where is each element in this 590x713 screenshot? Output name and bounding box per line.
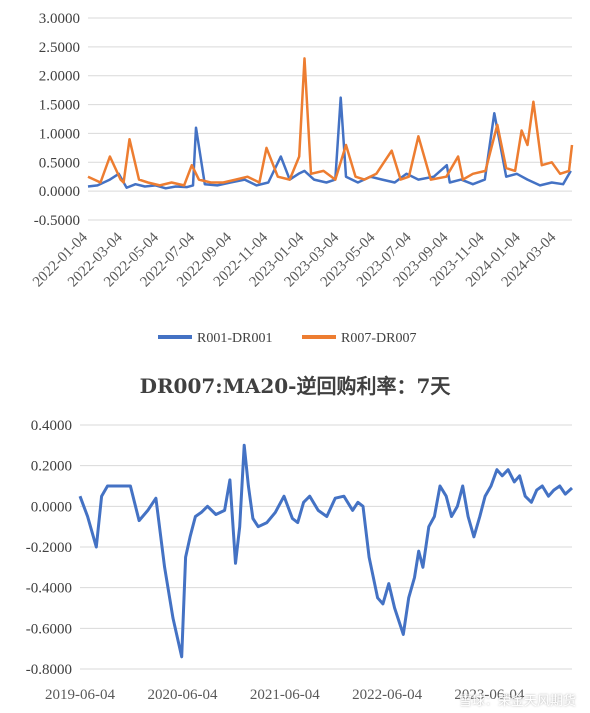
y-tick-label: 0.0000 [39, 184, 80, 200]
x-tick-label: 2020-06-04 [148, 687, 218, 703]
y-tick-label: 2.5000 [39, 40, 80, 56]
c1-y-axis-ticks: 3.0000 2.5000 2.0000 1.5000 1.0000 0.5000 0.00… [34, 11, 80, 229]
series-line-0 [78, 443, 574, 659]
chart-title: DR007:MA20-逆回购利率：7天 [140, 374, 452, 398]
y-tick-label: 0.4000 [31, 418, 72, 434]
y-tick-label: 0.0000 [31, 499, 72, 515]
series-line-1 [87, 57, 574, 187]
y-tick-label: -0.5000 [34, 213, 80, 229]
c1-x-axis-ticks: 2022-01-042022-03-042022-05-042022-07-04… [30, 229, 560, 290]
chart-top-spreads: 3.0000 2.5000 2.0000 1.5000 1.0000 0.5000 0.00… [30, 11, 574, 346]
x-tick-label: 2019-06-04 [45, 687, 115, 703]
y-tick-label: 3.0000 [39, 11, 80, 27]
c2-gridlines [80, 424, 572, 670]
x-tick-label: 2022-06-04 [352, 687, 422, 703]
y-tick-label: 0.5000 [39, 155, 80, 171]
y-tick-label: -0.4000 [26, 581, 72, 597]
y-tick-label: 1.0000 [39, 126, 80, 142]
chart-bottom-ma20: DR007:MA20-逆回购利率：7天 0.4000 0.2000 0.0000 -0… [26, 374, 574, 703]
y-tick-label: 2.0000 [39, 69, 80, 85]
x-tick-label: 2021-06-04 [250, 687, 320, 703]
legend-label-r007: R007-DR007 [341, 331, 416, 346]
x-tick-label: 2023-06-04 [454, 687, 524, 703]
c1-legend: R001-DR001 R007-DR007 [158, 331, 416, 346]
y-tick-label: -0.6000 [26, 621, 72, 637]
c2-x-axis-ticks: 2019-06-04 2020-06-04 2021-06-04 2022-06-04… [45, 687, 525, 703]
y-tick-label: 1.5000 [39, 98, 80, 114]
c1-gridlines [88, 17, 572, 221]
watermark: 雪球：荣金天风期货 [458, 694, 576, 709]
c2-series-lines [78, 443, 574, 659]
y-tick-label: 0.2000 [31, 459, 72, 475]
y-tick-label: -0.2000 [26, 540, 72, 556]
y-tick-label: -0.8000 [26, 662, 72, 678]
legend-label-r001: R001-DR001 [197, 331, 272, 346]
c1-series-lines [87, 57, 574, 190]
c2-y-axis-ticks: 0.4000 0.2000 0.0000 -0.2000 -0.4000 -0.6000 -… [26, 418, 72, 678]
